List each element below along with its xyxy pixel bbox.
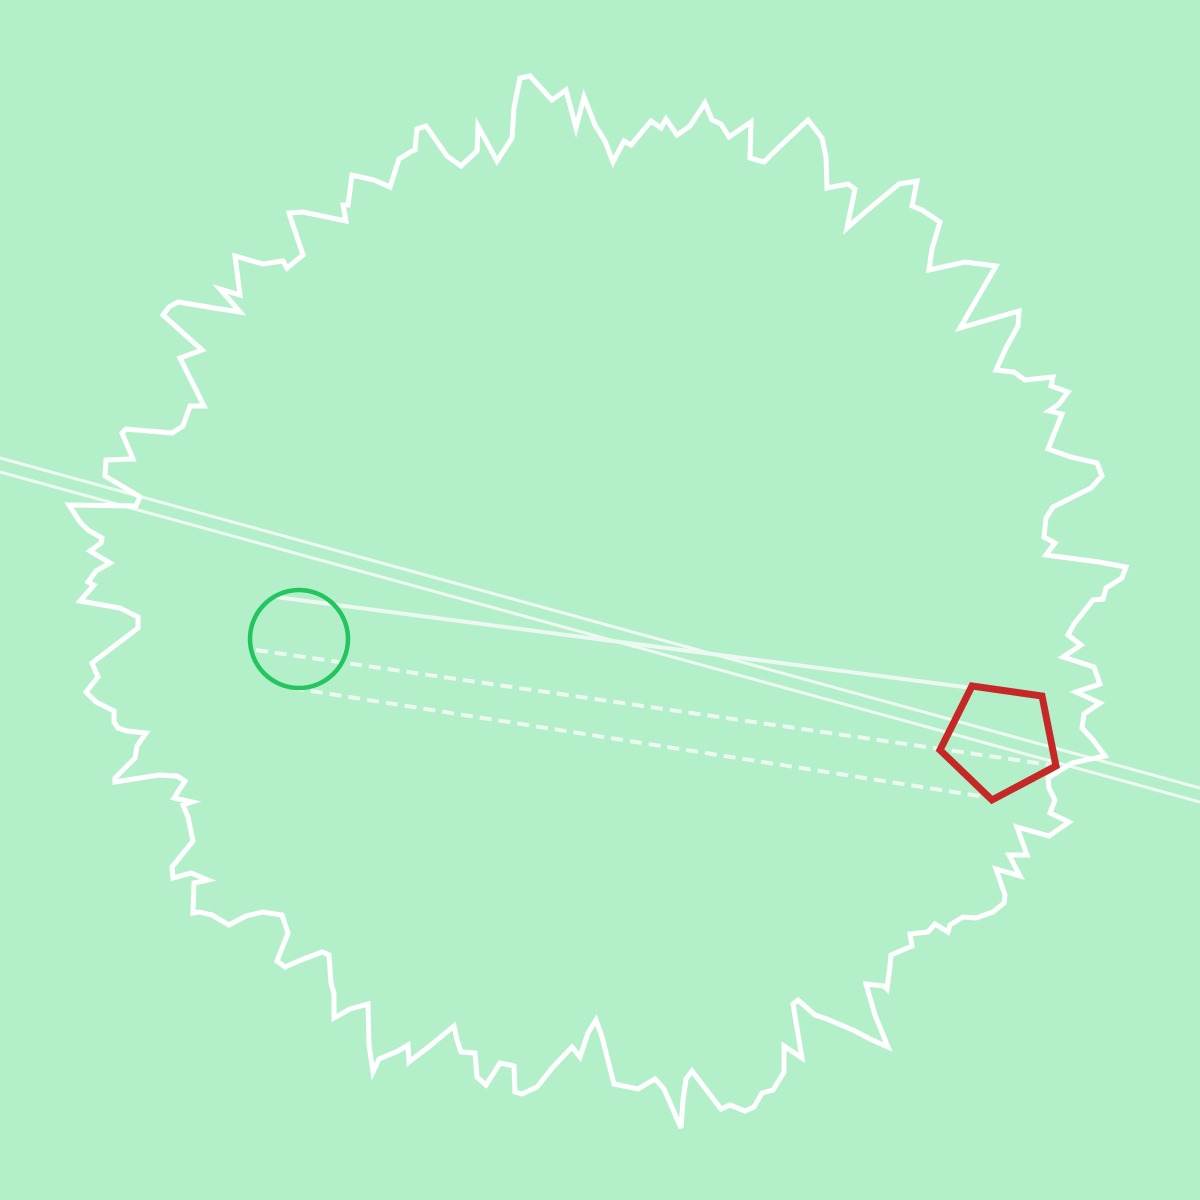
background [0, 0, 1200, 1200]
diagram-canvas [0, 0, 1200, 1200]
